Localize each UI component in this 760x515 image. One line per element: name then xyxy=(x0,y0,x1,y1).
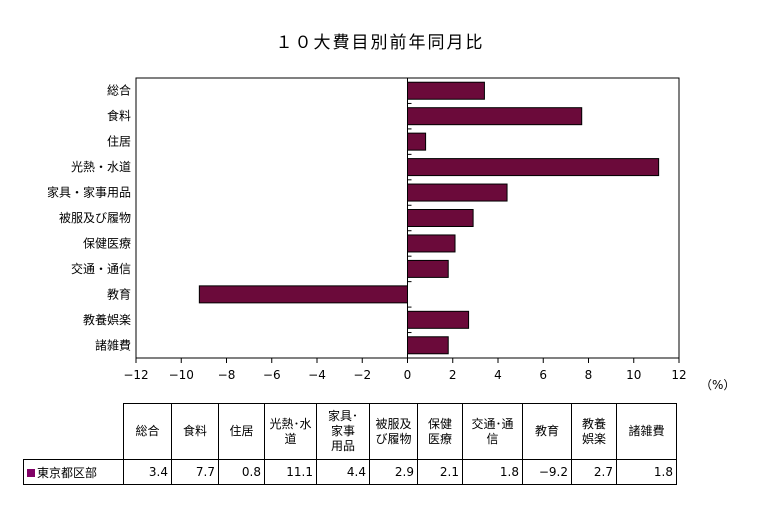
column-header: 保健 医療 xyxy=(417,403,463,460)
x-tick-label: 10 xyxy=(626,368,641,382)
bar xyxy=(407,209,474,227)
bar xyxy=(407,259,449,278)
bar xyxy=(407,132,427,151)
category-label: 交通・通信 xyxy=(71,261,131,276)
category-label: 教育 xyxy=(107,286,131,301)
table-corner xyxy=(23,403,124,460)
column-header: 食料 xyxy=(171,403,219,460)
x-tick-label: −10 xyxy=(169,368,194,382)
table-cell: 3.4 xyxy=(123,459,172,485)
table-cell: 7.7 xyxy=(171,459,219,485)
category-label: 食料 xyxy=(107,108,131,123)
x-tick-label: −4 xyxy=(308,368,326,382)
unit-label: （%） xyxy=(700,378,736,392)
table-cell: 2.1 xyxy=(417,459,463,485)
table-cell: −9.2 xyxy=(522,459,572,485)
table-cell: 4.4 xyxy=(316,459,370,485)
table-cell: 1.8 xyxy=(462,459,523,485)
column-header: 光熱･水 道 xyxy=(264,403,317,460)
x-tick-label: 2 xyxy=(449,368,457,382)
x-tick-label: −8 xyxy=(218,368,236,382)
category-label: 教養娯楽 xyxy=(83,312,131,327)
bar xyxy=(198,285,408,304)
x-tick-label: −6 xyxy=(263,368,281,382)
column-header: 被服及 び履物 xyxy=(369,403,418,460)
table-cell: 1.8 xyxy=(616,459,677,485)
table-cell: 2.7 xyxy=(571,459,617,485)
data-table: 総合 食料 住居 光熱･水 道家具･ 家事 用品 被服及 び履物 保健 医療 交通･通 信教… xyxy=(23,403,677,485)
table-row: 東京都区部 3.4 7.7 0.8 11.1 4.4 2.9 2.1 1.8 −9.2 2.7 1.… xyxy=(23,459,677,485)
series-name: 東京都区部 xyxy=(37,465,98,480)
column-header: 住居 xyxy=(218,403,265,460)
chart-title: １０大費目別前年同月比 xyxy=(275,33,485,53)
legend-swatch xyxy=(27,468,35,477)
x-tick-label: 12 xyxy=(671,368,686,382)
bar xyxy=(407,158,660,177)
column-header: 諸雑費 xyxy=(616,403,677,460)
table-cell: 2.9 xyxy=(369,459,418,485)
column-header: 教育 xyxy=(522,403,572,460)
bar xyxy=(407,336,449,355)
table-row-label: 東京都区部 xyxy=(23,459,124,485)
category-label: 総合 xyxy=(107,83,131,98)
category-label: 保健医療 xyxy=(83,236,131,250)
column-header: 交通･通 信 xyxy=(462,403,523,460)
x-tick-label: 4 xyxy=(494,368,502,382)
category-label: 家具・家事用品 xyxy=(47,185,131,200)
column-header: 教養 娯楽 xyxy=(571,403,617,460)
table-header-row: 総合 食料 住居 光熱･水 道家具･ 家事 用品 被服及 び履物 保健 医療 交通･通 信教… xyxy=(23,403,677,460)
column-header: 家具･ 家事 用品 xyxy=(316,403,370,460)
bar xyxy=(407,234,456,253)
table-cell: 11.1 xyxy=(264,459,317,485)
x-tick-label: 8 xyxy=(585,368,593,382)
bar xyxy=(407,183,508,202)
category-label: 光熱・水道 xyxy=(71,160,131,174)
x-tick-label: −12 xyxy=(123,368,148,382)
x-tick-label: 0 xyxy=(404,368,412,382)
column-header: 総合 xyxy=(123,403,172,460)
x-tick-label: −2 xyxy=(353,368,371,382)
category-label: 諸雑費 xyxy=(95,337,131,352)
table-cell: 0.8 xyxy=(218,459,265,485)
category-label: 住居 xyxy=(107,135,131,149)
bar xyxy=(407,81,485,100)
bar xyxy=(407,310,470,329)
category-label: 被服及び履物 xyxy=(59,211,131,225)
bar xyxy=(407,107,583,126)
x-tick-label: 6 xyxy=(539,368,547,382)
bar-chart: 総合食料住居光熱・水道家具・家事用品被服及び履物保健医療交通・通信教育教養娯楽諸… xyxy=(47,77,687,382)
